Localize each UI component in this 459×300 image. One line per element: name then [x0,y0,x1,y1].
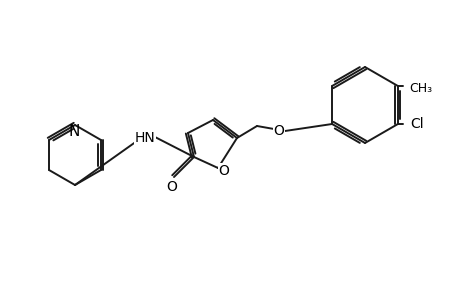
Text: O: O [273,124,284,138]
Text: O: O [218,164,229,178]
Text: N: N [68,124,79,140]
Text: Cl: Cl [409,117,423,131]
Text: HN: HN [134,131,155,145]
Text: O: O [166,180,177,194]
Text: CH₃: CH₃ [409,82,431,94]
